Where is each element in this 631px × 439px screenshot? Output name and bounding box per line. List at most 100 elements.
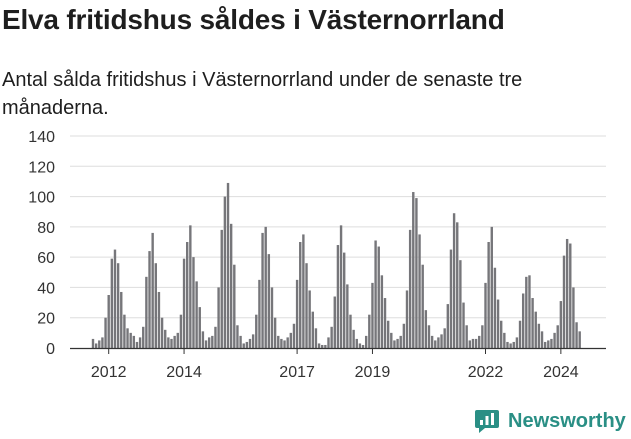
bar	[236, 325, 239, 348]
x-tick-label: 2019	[355, 364, 391, 381]
bar	[537, 323, 541, 348]
bar	[189, 225, 192, 348]
bar	[371, 282, 374, 348]
bar	[556, 325, 559, 348]
bar	[330, 326, 333, 348]
y-tick-label: 20	[37, 311, 55, 328]
bar	[462, 302, 465, 348]
bar	[148, 251, 151, 348]
bar	[540, 331, 544, 348]
bar	[317, 343, 321, 348]
bar	[424, 310, 428, 348]
bar	[204, 340, 208, 348]
highlight-value-label: 11	[577, 0, 595, 4]
bar	[321, 344, 324, 348]
bar	[98, 340, 101, 348]
bar	[217, 287, 220, 348]
bar	[528, 275, 531, 348]
bar	[440, 334, 443, 348]
bar	[493, 267, 497, 348]
bar	[135, 341, 139, 348]
bar	[471, 338, 475, 348]
y-tick-label: 80	[37, 220, 55, 237]
bar	[575, 322, 578, 348]
bar	[261, 232, 264, 348]
bar	[543, 341, 547, 348]
bar	[324, 344, 327, 348]
bar	[233, 264, 236, 348]
bars	[70, 182, 606, 350]
bar	[258, 279, 261, 348]
bar	[113, 249, 117, 348]
bar	[248, 338, 252, 348]
bar	[154, 263, 157, 348]
newsworthy-brand: Newsworthy	[474, 408, 626, 434]
bar	[418, 234, 421, 348]
bar	[267, 254, 271, 348]
bar	[521, 293, 525, 348]
newsworthy-logo-icon	[475, 410, 499, 433]
bar	[481, 325, 484, 348]
bar	[91, 338, 95, 348]
bar	[308, 290, 311, 348]
bar	[374, 240, 377, 348]
bar	[474, 338, 478, 348]
bar	[214, 326, 217, 348]
bar	[132, 335, 136, 348]
bar	[173, 335, 176, 348]
bar	[264, 226, 267, 348]
bar	[207, 337, 211, 348]
bar	[578, 331, 581, 348]
bar	[550, 338, 553, 348]
bar	[408, 229, 412, 348]
bar	[110, 258, 114, 348]
bar	[123, 314, 126, 348]
bar	[339, 225, 343, 348]
bar	[355, 338, 358, 348]
bar	[427, 325, 431, 348]
bar	[292, 323, 296, 348]
bar	[255, 314, 258, 348]
y-axis-ticks: 0 20 40 60 80 100 120 140	[28, 129, 55, 358]
bar	[145, 276, 148, 348]
bar	[547, 340, 550, 348]
bar	[226, 182, 230, 348]
bar	[459, 260, 462, 348]
y-tick-label: 0	[46, 341, 55, 358]
bar	[358, 343, 362, 348]
bar	[484, 282, 487, 348]
x-tick-label: 2012	[91, 364, 127, 381]
bar	[421, 264, 424, 348]
bar	[160, 317, 164, 348]
bar	[245, 341, 249, 348]
bar	[223, 196, 227, 348]
bar	[164, 329, 167, 348]
y-tick-label: 40	[37, 280, 55, 297]
bar	[430, 335, 434, 348]
bar	[572, 287, 575, 348]
bar	[170, 338, 173, 348]
bar	[456, 222, 459, 348]
bar	[192, 257, 195, 348]
bar	[346, 284, 349, 348]
bar	[437, 337, 440, 348]
y-tick-label: 100	[28, 190, 55, 207]
bar	[349, 314, 352, 348]
bar	[327, 337, 330, 348]
bar	[239, 335, 242, 348]
bar	[176, 332, 179, 348]
x-tick-label: 2024	[543, 364, 579, 381]
bar	[500, 320, 503, 348]
bar	[220, 229, 223, 348]
bar	[468, 340, 471, 348]
bar	[531, 298, 534, 348]
x-tick-label: 2017	[279, 364, 315, 381]
bar	[251, 334, 255, 348]
bar	[412, 192, 415, 348]
bar	[286, 337, 289, 348]
y-tick-label: 140	[28, 129, 55, 146]
bar	[559, 301, 563, 348]
bar	[402, 323, 406, 348]
bar	[565, 238, 569, 348]
chart-title: Elva fritidshus såldes i Västernorrland	[2, 4, 505, 35]
